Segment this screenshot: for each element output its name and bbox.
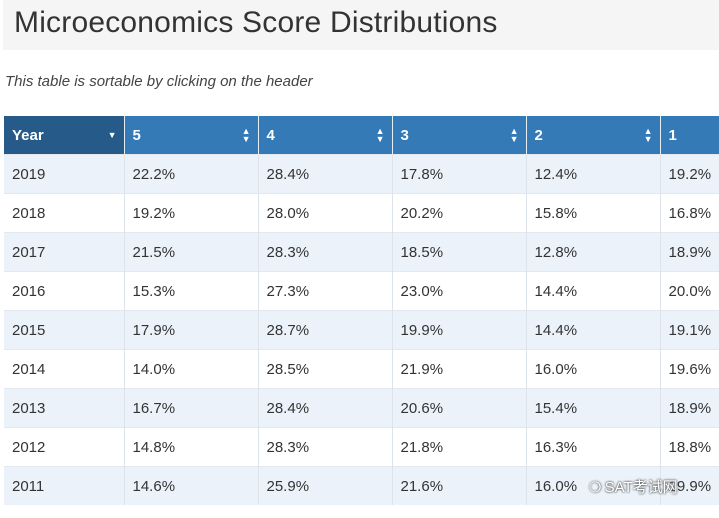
cell-score-4: 27.3% xyxy=(258,271,393,311)
cell-score-5: 15.3% xyxy=(124,271,259,311)
cell-year: 2018 xyxy=(4,193,125,233)
cell-year: 2011 xyxy=(4,466,125,505)
column-header-label: 1 xyxy=(668,126,677,144)
cell-score-1: 18.9% xyxy=(660,232,719,272)
score-distribution-table: Year ▼ 5 ▲ ▼ 4 ▲ ▼ 3 ▲ ▼ 2 ▲ ▼ xyxy=(4,116,719,505)
column-header-label: 4 xyxy=(266,126,275,144)
cell-score-3: 20.2% xyxy=(392,193,527,233)
cell-score-1: 16.8% xyxy=(660,193,719,233)
cell-score-4: 28.4% xyxy=(258,154,393,194)
cell-score-2: 12.4% xyxy=(526,154,661,194)
watermark: ❍ SAT考试网 xyxy=(589,476,678,497)
cell-score-4: 28.3% xyxy=(258,427,393,467)
header-row: Year ▼ 5 ▲ ▼ 4 ▲ ▼ 3 ▲ ▼ 2 ▲ ▼ xyxy=(4,116,719,155)
table-row: 2019 22.2% 28.4% 17.8% 12.4% 19.2% xyxy=(4,154,719,194)
cell-score-2: 16.3% xyxy=(526,427,661,467)
cell-score-4: 28.7% xyxy=(258,310,393,350)
column-header-2[interactable]: 2 ▲ ▼ xyxy=(526,116,661,155)
cell-score-5: 14.0% xyxy=(124,349,259,389)
cell-score-2: 14.4% xyxy=(526,271,661,311)
cell-score-1: 19.2% xyxy=(660,154,719,194)
cell-score-2: 16.0% xyxy=(526,466,661,505)
cell-score-2: 12.8% xyxy=(526,232,661,272)
table-row: 2012 14.8% 28.3% 21.8% 16.3% 18.8% xyxy=(4,427,719,467)
cell-score-3: 19.9% xyxy=(392,310,527,350)
sort-both-icon: ▲ ▼ xyxy=(241,126,251,144)
table-row: 2018 19.2% 28.0% 20.2% 15.8% 16.8% xyxy=(4,193,719,233)
table-row: 2011 14.6% 25.9% 21.6% 16.0% 19.9% xyxy=(4,466,719,505)
cell-year: 2017 xyxy=(4,232,125,272)
cell-year: 2014 xyxy=(4,349,125,389)
table-row: 2016 15.3% 27.3% 23.0% 14.4% 20.0% xyxy=(4,271,719,311)
column-header-label: 5 xyxy=(132,126,141,144)
watermark-text: SAT考试网 xyxy=(604,479,678,496)
table-row: 2014 14.0% 28.5% 21.9% 16.0% 19.6% xyxy=(4,349,719,389)
cell-score-2: 15.4% xyxy=(526,388,661,428)
cell-score-4: 28.4% xyxy=(258,388,393,428)
cell-year: 2015 xyxy=(4,310,125,350)
cell-score-2: 14.4% xyxy=(526,310,661,350)
sort-both-icon: ▲ ▼ xyxy=(375,126,385,144)
cell-year: 2019 xyxy=(4,154,125,194)
table-row: 2017 21.5% 28.3% 18.5% 12.8% 18.9% xyxy=(4,232,719,272)
cell-score-4: 28.5% xyxy=(258,349,393,389)
chat-bubble-icon: ❍ xyxy=(589,479,602,495)
column-header-3[interactable]: 3 ▲ ▼ xyxy=(392,116,527,155)
column-header-1[interactable]: 1 xyxy=(660,116,719,155)
title-bar: Microeconomics Score Distributions xyxy=(3,0,719,50)
cell-score-1: 19.6% xyxy=(660,349,719,389)
table-row: 2015 17.9% 28.7% 19.9% 14.4% 19.1% xyxy=(4,310,719,350)
cell-score-3: 21.9% xyxy=(392,349,527,389)
cell-score-4: 25.9% xyxy=(258,466,393,505)
cell-score-1: 19.9% xyxy=(660,466,719,505)
cell-score-3: 17.8% xyxy=(392,154,527,194)
cell-score-3: 20.6% xyxy=(392,388,527,428)
column-header-5[interactable]: 5 ▲ ▼ xyxy=(124,116,259,155)
column-header-label: 2 xyxy=(534,126,543,144)
cell-year: 2016 xyxy=(4,271,125,311)
sortable-note: This table is sortable by clicking on th… xyxy=(5,73,313,90)
cell-year: 2013 xyxy=(4,388,125,428)
cell-score-5: 14.6% xyxy=(124,466,259,505)
cell-year: 2012 xyxy=(4,427,125,467)
cell-score-5: 19.2% xyxy=(124,193,259,233)
cell-score-3: 21.8% xyxy=(392,427,527,467)
cell-score-3: 18.5% xyxy=(392,232,527,272)
cell-score-1: 19.1% xyxy=(660,310,719,350)
cell-score-5: 17.9% xyxy=(124,310,259,350)
cell-score-1: 18.8% xyxy=(660,427,719,467)
cell-score-5: 16.7% xyxy=(124,388,259,428)
cell-score-3: 23.0% xyxy=(392,271,527,311)
cell-score-4: 28.3% xyxy=(258,232,393,272)
cell-score-5: 22.2% xyxy=(124,154,259,194)
cell-score-1: 20.0% xyxy=(660,271,719,311)
cell-score-5: 21.5% xyxy=(124,232,259,272)
sort-both-icon: ▲ ▼ xyxy=(509,126,519,144)
table-row: 2013 16.7% 28.4% 20.6% 15.4% 18.9% xyxy=(4,388,719,428)
column-header-label: Year xyxy=(12,126,44,144)
cell-score-5: 14.8% xyxy=(124,427,259,467)
cell-score-3: 21.6% xyxy=(392,466,527,505)
column-header-label: 3 xyxy=(400,126,409,144)
cell-score-1: 18.9% xyxy=(660,388,719,428)
cell-score-2: 15.8% xyxy=(526,193,661,233)
sort-down-icon: ▼ xyxy=(107,130,117,140)
page-title: Microeconomics Score Distributions xyxy=(14,6,498,39)
cell-score-4: 28.0% xyxy=(258,193,393,233)
sort-both-icon: ▲ ▼ xyxy=(643,126,653,144)
cell-score-2: 16.0% xyxy=(526,349,661,389)
column-header-year[interactable]: Year ▼ xyxy=(4,116,125,155)
column-header-4[interactable]: 4 ▲ ▼ xyxy=(258,116,393,155)
